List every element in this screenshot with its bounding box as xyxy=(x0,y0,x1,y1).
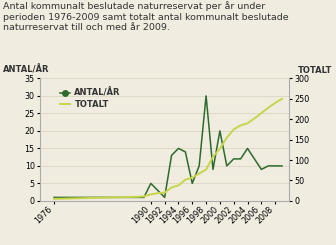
Text: ANTAL/ÅR: ANTAL/ÅR xyxy=(3,65,50,75)
Text: Antal kommunalt beslutade naturreservat per år under
perioden 1976-2009 samt tot: Antal kommunalt beslutade naturreservat … xyxy=(3,1,289,32)
Text: TOTALT: TOTALT xyxy=(298,66,333,75)
Legend: ANTAL/ÅR, TOTALT: ANTAL/ÅR, TOTALT xyxy=(57,85,124,113)
